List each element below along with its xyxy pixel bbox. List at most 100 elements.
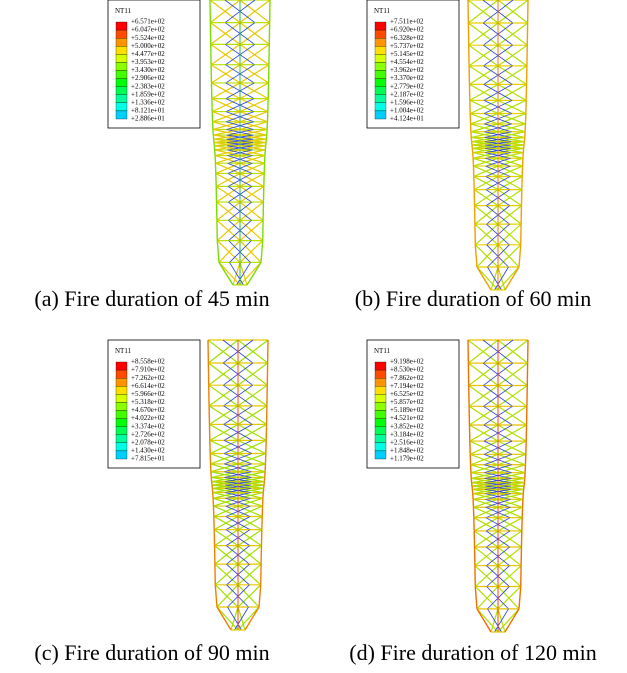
legend-label: +4.124e+01	[390, 115, 424, 123]
legend-label: +3.962e+02	[390, 66, 424, 74]
member	[247, 262, 261, 285]
legend-swatch	[116, 38, 127, 46]
legend-swatch	[375, 30, 386, 38]
legend-swatch	[116, 111, 127, 119]
legend-swatch	[116, 54, 127, 62]
legend-swatch	[375, 87, 386, 95]
legend-label: +7.815e+01	[131, 455, 165, 463]
legend-label: +3.370e+02	[390, 74, 424, 82]
caption: (c) Fire duration of 90 min	[34, 640, 269, 665]
legend-swatch	[116, 95, 127, 103]
legend-label: +5.524e+02	[131, 34, 165, 42]
caption: (a) Fire duration of 45 min	[34, 286, 269, 311]
legend-swatch	[116, 402, 127, 410]
legend-swatch	[116, 419, 127, 427]
legend-label: +8.121e+01	[131, 107, 165, 115]
legend-label: +9.198e+02	[390, 358, 424, 366]
legend-swatch	[375, 71, 386, 79]
legend-label: +6.571e+02	[131, 18, 165, 26]
legend-swatch	[116, 87, 127, 95]
legend-label: +3.953e+02	[131, 58, 165, 66]
legend-label: +7.910e+02	[131, 366, 165, 374]
legend-label: +1.596e+02	[390, 98, 424, 106]
legend-label: +1.179e+02	[390, 455, 424, 463]
legend-swatch	[375, 443, 386, 451]
legend-label: +4.554e+02	[390, 58, 424, 66]
legend-label: +2.886e+01	[131, 115, 165, 123]
legend-label: +1.336e+02	[131, 98, 165, 106]
legend-swatch	[375, 22, 386, 30]
member	[519, 245, 521, 267]
legend-swatch	[375, 451, 386, 459]
legend-swatch	[116, 411, 127, 419]
legend-title: NT11	[115, 347, 132, 355]
legend-label: +2.726e+02	[131, 430, 165, 438]
legend-swatch	[375, 362, 386, 370]
legend-label: +4.670e+02	[131, 406, 165, 414]
legend-label: +6.047e+02	[131, 26, 165, 34]
legend-swatch	[375, 402, 386, 410]
legend-title: NT11	[374, 347, 391, 355]
legend-label: +2.383e+02	[131, 82, 165, 90]
legend-label: +5.000e+02	[131, 42, 165, 50]
legend-swatch	[375, 38, 386, 46]
member	[505, 609, 519, 632]
legend-swatch	[375, 427, 386, 435]
legend-label: +5.189e+02	[390, 406, 424, 414]
member	[477, 609, 491, 632]
legend-label: +1.859e+02	[131, 90, 165, 98]
caption: (b) Fire duration of 60 min	[355, 286, 591, 311]
legend-swatch	[116, 79, 127, 87]
panel: NT11 +6.571e+02+6.047e+02+5.524e+02+5.000…	[34, 0, 270, 311]
legend-label: +5.966e+02	[131, 390, 165, 398]
legend-label: +7.194e+02	[390, 382, 424, 390]
legend-label: +8.558e+02	[131, 358, 165, 366]
legend-label: +8.530e+02	[390, 366, 424, 374]
member	[217, 241, 219, 263]
legend-label: +5.857e+02	[390, 398, 424, 406]
legend-label: +3.374e+02	[131, 422, 165, 430]
member	[261, 241, 263, 263]
legend-swatch	[375, 419, 386, 427]
legend-label: +6.920e+02	[390, 26, 424, 34]
legend-swatch	[116, 394, 127, 402]
legend-swatch	[116, 378, 127, 386]
legend-swatch	[375, 411, 386, 419]
legend-label: +2.906e+02	[131, 74, 165, 82]
member	[259, 585, 261, 607]
legend-swatch	[116, 22, 127, 30]
legend-label: +6.525e+02	[390, 390, 424, 398]
member	[475, 245, 477, 267]
legend-label: +3.184e+02	[390, 430, 424, 438]
legend-swatch	[116, 71, 127, 79]
legend-title: NT11	[374, 7, 391, 15]
legend-label: +7.862e+02	[390, 374, 424, 382]
legend-swatch	[375, 103, 386, 111]
legend-swatch	[116, 370, 127, 378]
legend-label: +1.430e+02	[131, 447, 165, 455]
legend-label: +5.737e+02	[390, 42, 424, 50]
legend-label: +2.779e+02	[390, 82, 424, 90]
legend-label: +3.852e+02	[390, 422, 424, 430]
panel: NT11 +9.198e+02+8.530e+02+7.862e+02+7.194…	[349, 340, 596, 665]
legend-label: +7.511e+02	[390, 18, 424, 26]
legend-swatch	[116, 62, 127, 70]
member	[217, 607, 231, 630]
legend-swatch	[116, 443, 127, 451]
legend-label: +5.318e+02	[131, 398, 165, 406]
legend-label: +6.328e+02	[390, 34, 424, 42]
legend-label: +3.430e+02	[131, 66, 165, 74]
legend-label: +4.521e+02	[390, 414, 424, 422]
legend-label: +7.262e+02	[131, 374, 165, 382]
legend-swatch	[375, 54, 386, 62]
legend-swatch	[375, 394, 386, 402]
legend-label: +1.004e+02	[390, 107, 424, 115]
legend-title: NT11	[115, 7, 132, 15]
legend-swatch	[116, 46, 127, 54]
legend-swatch	[116, 427, 127, 435]
figure: NT11 +6.571e+02+6.047e+02+5.524e+02+5.000…	[0, 0, 627, 673]
legend-swatch	[116, 30, 127, 38]
legend-swatch	[116, 386, 127, 394]
legend-swatch	[375, 370, 386, 378]
legend-label: +5.145e+02	[390, 50, 424, 58]
